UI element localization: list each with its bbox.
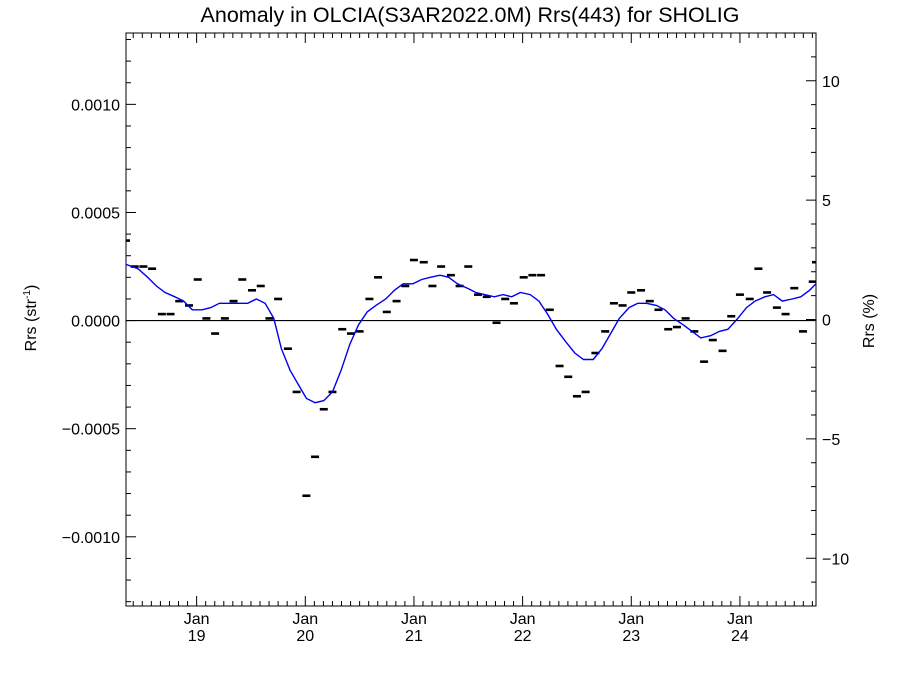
x-tick-label-year: 23 — [622, 628, 640, 645]
y-axis-label-left: Rrs (str-1) — [22, 285, 40, 352]
y-left-tick-label: −0.0005 — [62, 422, 120, 439]
x-tick-label-year: 21 — [405, 628, 423, 645]
x-tick-label-year: 22 — [514, 628, 532, 645]
chart-title: Anomaly in OLCIA(S3AR2022.0M) Rrs(443) f… — [201, 3, 740, 27]
y-axis-label-right: Rrs (%) — [861, 294, 878, 348]
series-dash-markers — [126, 239, 816, 498]
tick-labels: 0.0010 0.0005 0.0000 −0.0005 −0.0010 10 5 0 −5 −1… — [62, 74, 850, 645]
y-axis-label-left-sup: -1 — [22, 290, 33, 299]
y-axis-label-left-close: ) — [23, 285, 40, 290]
y-left-tick-label: 0.0005 — [71, 205, 120, 222]
x-tick-label-year: 19 — [188, 628, 206, 645]
x-tick-label-month: Jan — [618, 611, 644, 628]
plot-frame — [125, 32, 817, 607]
y-right-tick-label: 0 — [822, 313, 831, 330]
y-right-tick-label: −5 — [822, 432, 840, 449]
series-smoothed-line — [125, 263, 817, 404]
y-left-tick-label: −0.0010 — [62, 530, 120, 547]
y-axis-label-left-base: Rrs (str — [23, 298, 40, 351]
y-right-tick-label: −10 — [822, 551, 849, 568]
x-tick-label-month: Jan — [184, 611, 210, 628]
axis-ticks — [126, 32, 816, 607]
smoothed-series-line — [125, 263, 817, 404]
x-tick-label-year: 20 — [296, 628, 314, 645]
y-right-tick-label: 5 — [822, 193, 831, 210]
x-tick-label-month: Jan — [727, 611, 753, 628]
plot-area-border — [125, 32, 817, 607]
x-tick-label-month: Jan — [510, 611, 536, 628]
y-right-tick-label: 10 — [822, 74, 840, 91]
y-left-tick-label: 0.0010 — [71, 97, 120, 114]
x-tick-label-year: 24 — [731, 628, 749, 645]
x-tick-label-month: Jan — [292, 611, 318, 628]
y-left-tick-label: 0.0000 — [71, 314, 120, 331]
x-tick-label-month: Jan — [401, 611, 427, 628]
